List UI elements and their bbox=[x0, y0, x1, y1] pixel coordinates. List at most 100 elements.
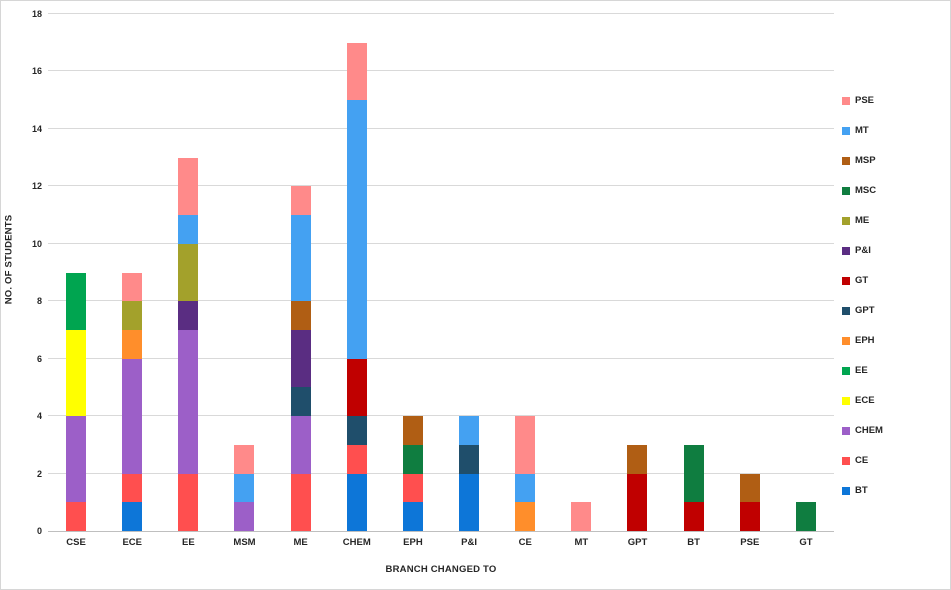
legend-swatch-icon bbox=[842, 126, 850, 135]
legend-item: BT bbox=[842, 482, 883, 499]
x-tick-label: MT bbox=[574, 537, 589, 548]
category-slot: ECE bbox=[104, 14, 160, 548]
stacked-bar bbox=[459, 14, 480, 531]
gridline bbox=[48, 13, 834, 14]
legend-label: MSC bbox=[855, 185, 877, 196]
x-tick-label: ME bbox=[293, 537, 308, 548]
bar-segment-ce bbox=[346, 444, 367, 474]
bar-segment-ee bbox=[66, 272, 87, 330]
gridline bbox=[48, 472, 834, 474]
stacked-bar bbox=[122, 14, 143, 531]
legend-item: PSE bbox=[842, 92, 883, 109]
stacked-bar bbox=[739, 14, 760, 531]
bar-segment-msc bbox=[795, 502, 816, 531]
bar-segment-pse bbox=[571, 502, 592, 531]
bar-segment-gt bbox=[683, 502, 704, 531]
bar-segment-msp bbox=[402, 416, 423, 445]
legend-item: CHEM bbox=[842, 422, 883, 439]
stacked-bar bbox=[66, 14, 87, 531]
x-tick-label: EPH bbox=[403, 537, 423, 548]
bar-segment-mt bbox=[346, 100, 367, 359]
stacked-bar bbox=[346, 14, 367, 531]
category-slot: CSE bbox=[48, 14, 104, 548]
bar-segment-eph bbox=[122, 329, 143, 359]
bar-segment-pse bbox=[178, 157, 199, 216]
x-axis-title: BRANCH CHANGED TO bbox=[385, 564, 497, 575]
legend-item: MT bbox=[842, 122, 883, 139]
legend-item: GT bbox=[842, 272, 883, 289]
bar-segment-gpt bbox=[346, 416, 367, 445]
stacked-bar bbox=[515, 14, 536, 531]
bar-segment-ce bbox=[66, 502, 87, 531]
bar-segment-pse bbox=[346, 42, 367, 101]
bar-segment-bt bbox=[346, 473, 367, 531]
bar-segment-pi bbox=[290, 329, 311, 388]
bar-segment-gt bbox=[739, 502, 760, 531]
stacked-bar bbox=[178, 14, 199, 531]
legend-label: GPT bbox=[855, 305, 875, 316]
gridline bbox=[48, 242, 834, 244]
y-tick-label: 8 bbox=[36, 296, 42, 307]
bar-segment-ce bbox=[402, 473, 423, 503]
y-tick-label: 18 bbox=[31, 9, 42, 19]
bar-segment-pse bbox=[515, 416, 536, 474]
legend-item: CE bbox=[842, 452, 883, 469]
category-slot: EPH bbox=[385, 14, 441, 548]
bar-segment-mt bbox=[459, 416, 480, 445]
bar-segment-pse bbox=[122, 272, 143, 302]
bar-segment-pse bbox=[234, 444, 255, 474]
legend-label: ECE bbox=[855, 395, 875, 406]
gridline bbox=[48, 127, 834, 129]
bar-segment-chem bbox=[234, 502, 255, 531]
x-tick-label: GT bbox=[799, 537, 813, 548]
bar-segment-mt bbox=[234, 473, 255, 503]
category-slot: BT bbox=[666, 14, 722, 548]
legend-swatch-icon bbox=[842, 186, 850, 195]
legend-label: MSP bbox=[855, 155, 876, 166]
legend-swatch-icon bbox=[842, 216, 850, 225]
bar-segment-chem bbox=[66, 416, 87, 503]
bar-segment-ece bbox=[66, 329, 87, 417]
y-tick-label: 0 bbox=[36, 526, 42, 536]
bar-segment-chem bbox=[122, 358, 143, 474]
x-tick-label: CSE bbox=[66, 537, 86, 548]
bar-segment-gpt bbox=[290, 387, 311, 417]
x-tick-label: CE bbox=[518, 537, 532, 548]
legend-item: ME bbox=[842, 212, 883, 229]
legend-label: P&I bbox=[855, 245, 871, 256]
legend-swatch-icon bbox=[842, 246, 850, 255]
stacked-bar bbox=[571, 14, 592, 531]
legend-label: EE bbox=[855, 365, 868, 376]
category-slot: PSE bbox=[722, 14, 778, 548]
stacked-bar bbox=[795, 14, 816, 531]
legend: PSE MT MSP MSC ME P&I GT GPT EPH EE ECE CHEM CE BT bbox=[842, 92, 883, 499]
legend-swatch-icon bbox=[842, 366, 850, 375]
legend-swatch-icon bbox=[842, 336, 850, 345]
legend-swatch-icon bbox=[842, 156, 850, 165]
legend-label: GT bbox=[855, 275, 869, 286]
y-tick-label: 16 bbox=[31, 66, 42, 77]
gridline bbox=[48, 70, 834, 72]
legend-swatch-icon bbox=[842, 396, 850, 405]
legend-swatch-icon bbox=[842, 306, 850, 315]
y-tick-label: 14 bbox=[31, 123, 42, 134]
legend-label: CE bbox=[855, 455, 869, 466]
category-slot: MT bbox=[553, 14, 609, 548]
bar-segment-chem bbox=[290, 416, 311, 474]
gridline bbox=[48, 357, 834, 359]
gridline bbox=[48, 415, 834, 417]
bar-segment-gt bbox=[346, 358, 367, 417]
x-tick-label: PSE bbox=[740, 537, 760, 548]
bar-segment-gpt bbox=[459, 444, 480, 474]
y-tick-label: 6 bbox=[36, 353, 42, 364]
bar-segment-bt bbox=[122, 502, 143, 531]
legend-swatch-icon bbox=[842, 426, 850, 435]
legend-label: ME bbox=[855, 215, 870, 226]
bar-segment-me bbox=[122, 301, 143, 330]
bar-segment-ce bbox=[122, 473, 143, 503]
plot-area: 0 2 4 6 8 10 12 14 16 18 CSE ECE EE MSM ME CHEM EPH P&I CE… bbox=[32, 9, 834, 548]
legend-label: BT bbox=[855, 485, 868, 496]
bar-segment-pi bbox=[178, 301, 199, 330]
x-tick-label: P&I bbox=[461, 537, 477, 548]
